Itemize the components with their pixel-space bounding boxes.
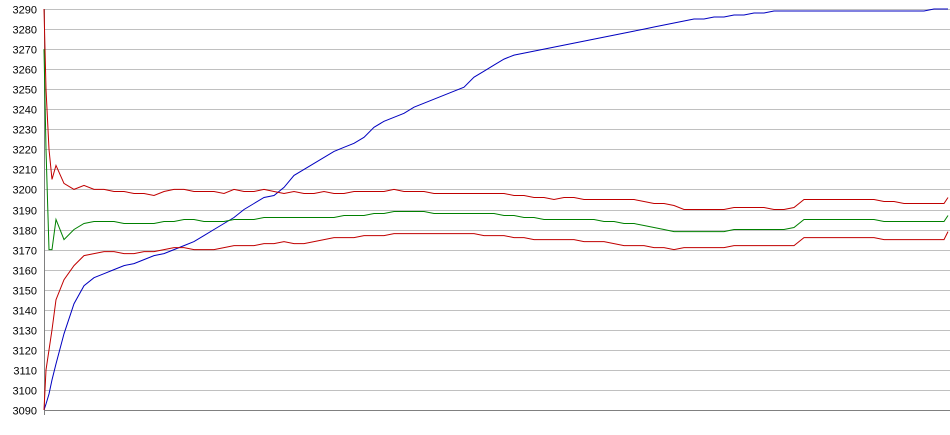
y-tick-label: 3130: [13, 326, 37, 338]
y-tick-label: 3250: [13, 85, 37, 97]
y-axis-tick-labels: 3290 3280 3270 3260 3250 3240 3230 3220 3210 3200…: [13, 5, 37, 418]
y-tick-label: 3180: [13, 226, 37, 238]
series-line-4: [43, 231, 949, 411]
y-tick-label: 3100: [13, 386, 37, 398]
y-tick-label: 3160: [13, 266, 37, 278]
y-tick-label: 3220: [13, 145, 37, 157]
y-tick-label: 3260: [13, 65, 37, 77]
y-tick-label: 3110: [13, 366, 37, 378]
y-tick-label: 3290: [13, 5, 37, 17]
y-tick-label: 3170: [13, 246, 37, 258]
y-tick-label: 3140: [13, 306, 37, 318]
series-line-2: [43, 8, 949, 210]
y-tick-label: 3200: [13, 185, 37, 197]
y-tick-label: 3270: [13, 45, 37, 57]
series-lines: [43, 8, 949, 411]
y-tick-label: 3150: [13, 286, 37, 298]
series-line-3: [43, 49, 949, 251]
y-tick-label: 3230: [13, 125, 37, 137]
y-tick-label: 3120: [13, 346, 37, 358]
grid-lines: [44, 9, 950, 411]
y-tick-label: 3240: [13, 105, 37, 117]
y-tick-label: 3280: [13, 25, 37, 37]
y-tick-label: 3210: [13, 165, 37, 177]
y-tick-label: 3090: [13, 406, 37, 418]
series-line-1: [43, 8, 948, 411]
y-tick-label: 3190: [13, 206, 37, 218]
